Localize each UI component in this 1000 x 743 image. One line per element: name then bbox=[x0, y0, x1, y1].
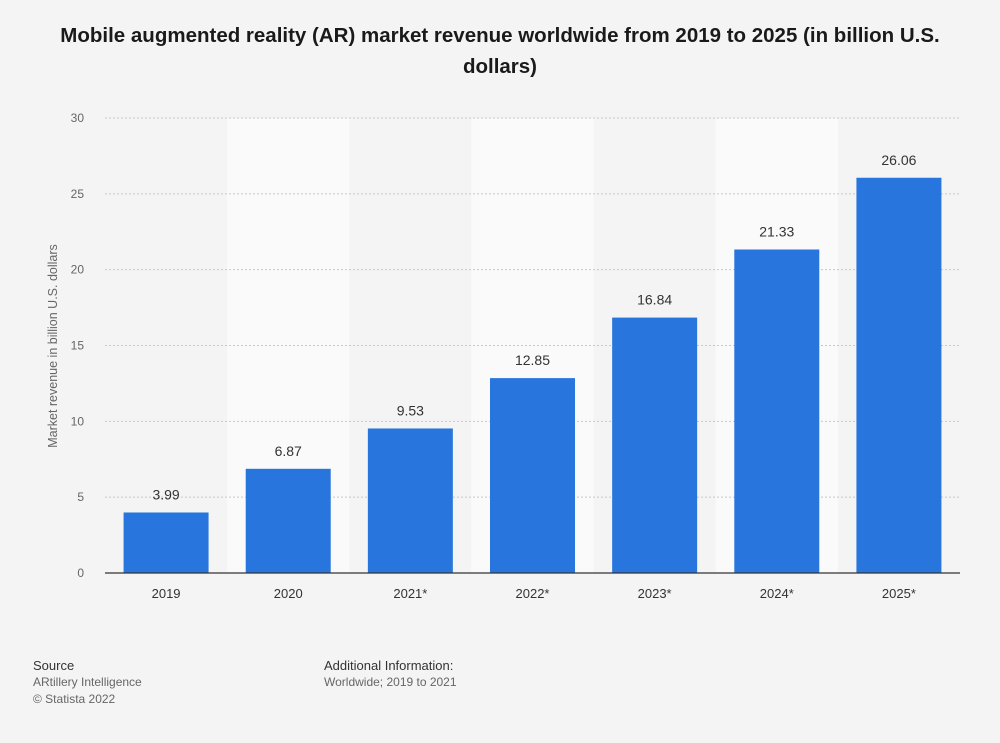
bar-2019[interactable] bbox=[123, 512, 209, 573]
y-tick-label: 20 bbox=[71, 263, 85, 277]
value-label: 21.33 bbox=[759, 223, 794, 239]
info-heading[interactable]: Additional Information: bbox=[324, 658, 454, 673]
chart-title: Mobile augmented reality (AR) market rev… bbox=[60, 24, 940, 78]
source-block: Source ARtillery Intelligence © Statista… bbox=[33, 657, 142, 708]
bar-2022*[interactable] bbox=[490, 378, 575, 573]
y-tick-label: 15 bbox=[71, 339, 85, 353]
info-text: Worldwide; 2019 to 2021 bbox=[324, 675, 457, 689]
y-tick-label: 30 bbox=[71, 111, 85, 125]
bar-2020[interactable] bbox=[245, 468, 331, 573]
x-tick-label: 2025* bbox=[882, 586, 916, 601]
x-tick-labels: 2019 2020 2021* 2022* 2023* 2024* 2025* bbox=[152, 586, 916, 601]
x-tick-label: 2023* bbox=[638, 586, 672, 601]
y-tick-label: 10 bbox=[71, 414, 85, 428]
x-tick-label: 2020 bbox=[274, 586, 303, 601]
value-label: 6.87 bbox=[275, 443, 302, 459]
x-tick-label: 2019 bbox=[152, 586, 181, 601]
additional-info-block: Additional Information: Worldwide; 2019 … bbox=[324, 657, 457, 691]
y-tick-label: 0 bbox=[77, 566, 84, 580]
value-label: 3.99 bbox=[152, 486, 179, 502]
bar-2023*[interactable] bbox=[612, 317, 698, 573]
y-tick-labels: 0 5 10 15 20 25 30 bbox=[71, 111, 85, 580]
source-name[interactable]: ARtillery Intelligence bbox=[33, 675, 142, 689]
y-tick-label: 25 bbox=[71, 187, 85, 201]
copyright-text[interactable]: © Statista 2022 bbox=[33, 692, 116, 706]
value-labels: 3.99 6.87 9.53 12.85 16.84 21.33 26.06 bbox=[152, 152, 916, 503]
x-tick-label: 2022* bbox=[516, 586, 550, 601]
y-axis-label: Market revenue in billion U.S. dollars bbox=[46, 244, 60, 448]
bar-2025*[interactable] bbox=[856, 177, 942, 574]
value-label: 26.06 bbox=[881, 152, 916, 168]
value-label: 16.84 bbox=[637, 292, 672, 308]
bars bbox=[123, 177, 942, 574]
bar-2021*[interactable] bbox=[367, 428, 453, 573]
bar-2024*[interactable] bbox=[734, 249, 820, 573]
x-tick-label: 2021* bbox=[393, 586, 427, 601]
x-tick-label: 2024* bbox=[760, 586, 794, 601]
y-tick-label: 5 bbox=[77, 490, 84, 504]
value-label: 12.85 bbox=[515, 352, 550, 368]
value-label: 9.53 bbox=[397, 402, 424, 418]
source-heading: Source bbox=[33, 658, 75, 673]
